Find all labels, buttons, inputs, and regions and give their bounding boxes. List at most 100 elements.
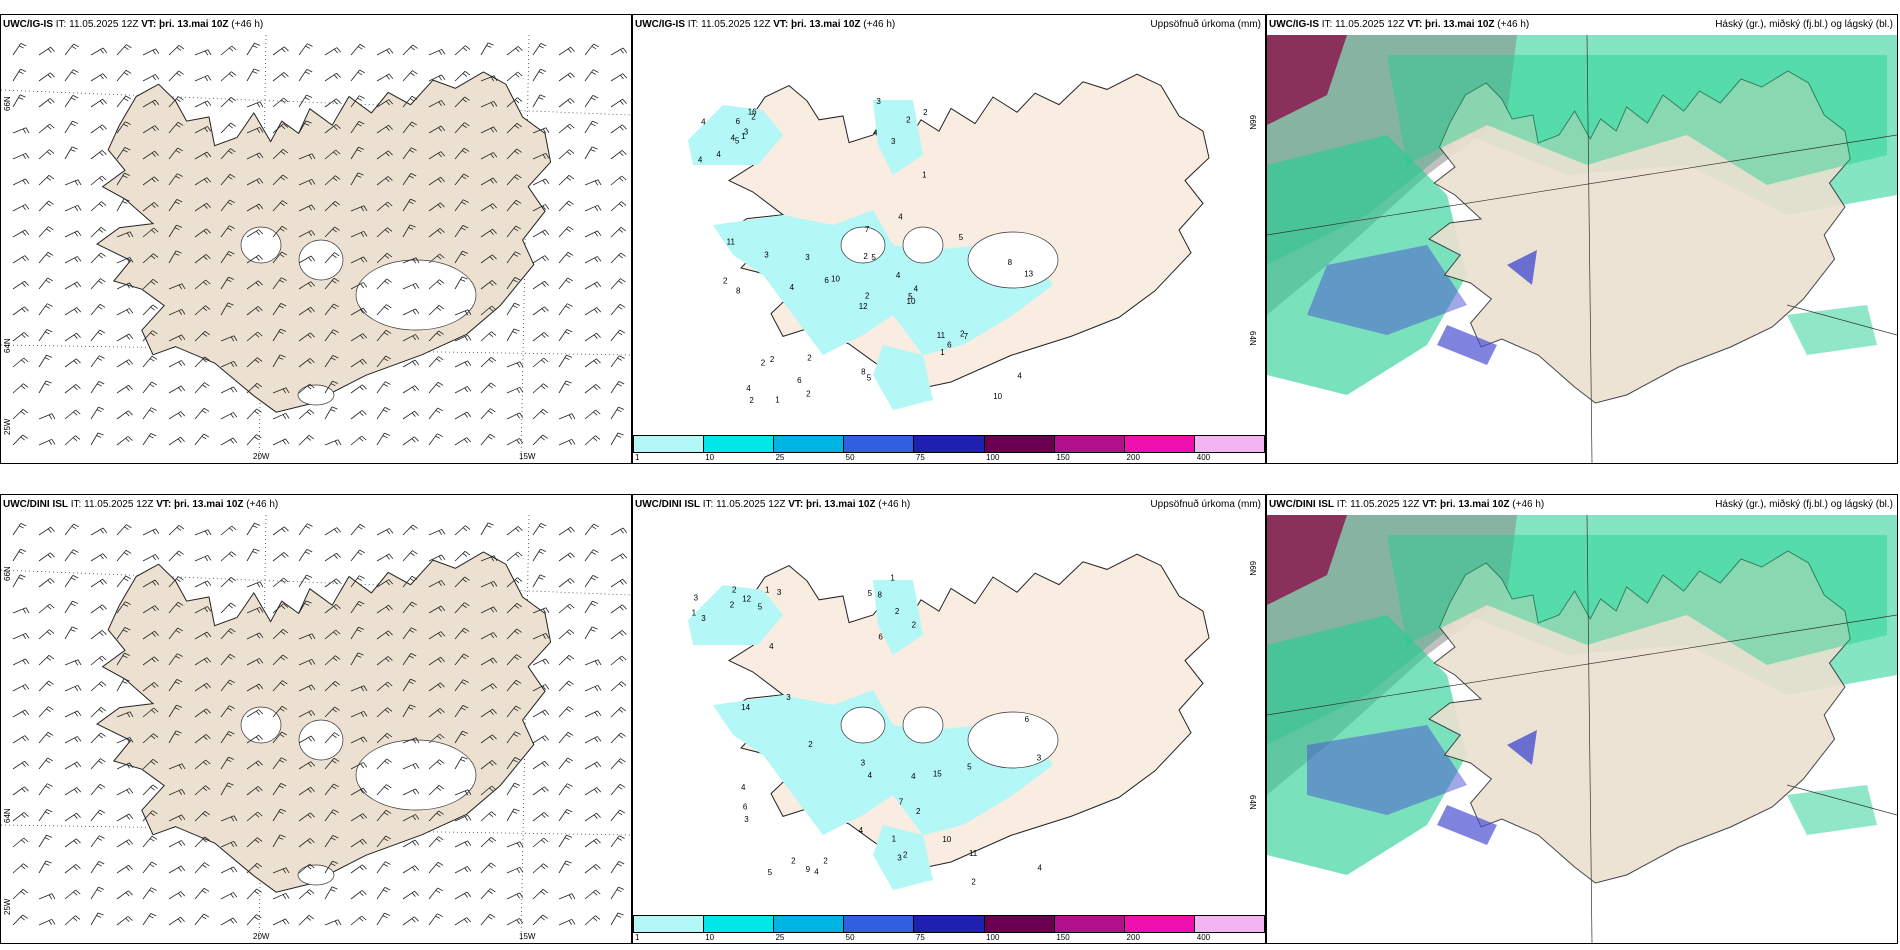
wind-barb-feather (230, 919, 234, 924)
wind-barb-feather (24, 306, 29, 312)
wind-barb-feather (363, 282, 368, 288)
wind-barb-feather (543, 357, 549, 363)
wind-barb (246, 606, 264, 614)
precip-value-label: 9 (806, 865, 811, 874)
wind-barb (350, 230, 368, 238)
wind-barb-staff (376, 528, 390, 536)
wind-barb-feather (148, 915, 154, 919)
wind-barb-feather (280, 656, 285, 661)
wind-barb-staff (454, 866, 468, 874)
precip-value-label: 4 (741, 783, 746, 792)
wind-barb-staff (428, 228, 441, 238)
wind-barb (220, 782, 234, 796)
wind-barb-feather (464, 918, 468, 924)
wind-barb-staff (142, 278, 154, 290)
wind-barb-staff (194, 785, 206, 796)
wind-barb (246, 709, 264, 718)
wind-barb-feather (359, 411, 364, 416)
wind-barb-feather (151, 203, 156, 208)
wind-barb (272, 808, 287, 822)
wind-barb-feather (180, 916, 185, 922)
wind-barb-staff (506, 654, 517, 666)
wind-barb-feather (619, 631, 624, 636)
wind-barb-feather (284, 46, 289, 52)
wind-barb-feather (123, 97, 129, 102)
wind-barb-feather (254, 522, 261, 526)
wind-barb-staff (532, 523, 542, 536)
wind-barb (402, 334, 420, 342)
wind-barb-feather (203, 710, 208, 715)
precip-value-label: 1 (892, 835, 897, 844)
wind-barb-staff (402, 385, 416, 394)
wind-barb (298, 230, 316, 238)
wind-barb-feather (330, 837, 336, 841)
mid-cloud-overlay (1387, 55, 1887, 185)
wind-barb-feather (331, 785, 337, 790)
wind-barb-feather (256, 153, 261, 159)
wind-barb-feather (282, 414, 287, 419)
wind-barb (584, 69, 599, 82)
wind-barb-feather (152, 278, 159, 284)
wind-barb (324, 527, 342, 536)
wind-barb-staff (480, 100, 494, 108)
precip-value-label: 6 (736, 117, 741, 126)
wind-barb-staff (168, 814, 182, 822)
wind-barb-feather (205, 279, 211, 285)
wind-barb-feather (517, 526, 523, 531)
wind-barb-staff (116, 436, 129, 446)
wind-barb-staff (272, 148, 284, 160)
wind-barb-staff (220, 551, 232, 562)
wind-barb-staff (168, 679, 178, 692)
wind-barb-feather (542, 256, 546, 262)
wind-barb-feather (333, 329, 339, 333)
wind-barb-staff (454, 250, 463, 264)
graticule-line (1786, 784, 1897, 816)
wind-barb-feather (256, 434, 262, 439)
wind-barb (324, 706, 340, 718)
wind-barb-feather (331, 305, 337, 310)
colorbar-bottom (633, 915, 1265, 933)
wind-barb-staff (246, 606, 260, 614)
wind-barb-staff (116, 44, 127, 56)
wind-barb-feather (122, 629, 128, 633)
wind-barb-staff (402, 865, 416, 874)
wind-barb (116, 121, 131, 134)
wind-barb-feather (568, 706, 574, 711)
wind-barb-feather (591, 45, 597, 50)
cloud-map-top (1267, 15, 1897, 463)
wind-barb-feather (227, 176, 233, 180)
wind-barb-feather (176, 199, 183, 203)
wind-barb-feather (622, 604, 627, 610)
wind-barb-feather (304, 551, 310, 555)
wind-barb-feather (72, 600, 79, 604)
wind-barb-feather (567, 554, 572, 559)
wind-barb-staff (584, 915, 596, 926)
wind-barb-staff (428, 656, 441, 666)
wind-barb-staff (454, 411, 468, 420)
wind-barb-feather (438, 127, 442, 132)
wind-barb-feather (256, 408, 262, 413)
wind-barb-feather (463, 173, 470, 178)
wind-barb-feather (516, 439, 520, 445)
wind-barb (610, 201, 627, 212)
wind-barb-feather (519, 412, 524, 419)
wind-barb (246, 68, 260, 82)
wind-barb-staff (532, 888, 544, 900)
colorbar-ticks-top: 1 10 25 50 75 100 150 200 400 (633, 453, 1265, 463)
wind-barb-feather (226, 759, 232, 763)
wind-barb (246, 837, 263, 848)
wind-barb-feather (230, 336, 235, 342)
wind-barb (64, 435, 81, 446)
wind-barb-feather (356, 655, 362, 658)
wind-barb (64, 43, 80, 56)
wind-barb-feather (362, 307, 368, 313)
wind-barb-feather (384, 912, 391, 916)
wind-barb-feather (281, 277, 287, 281)
vt-value: þri. 13.mai 10Z (1440, 499, 1510, 510)
wind-barb (558, 893, 576, 900)
wind-barb (246, 786, 263, 796)
wind-barb-feather (77, 256, 82, 262)
wind-barb-feather (279, 708, 285, 712)
wind-barb (402, 121, 418, 134)
wind-barb-feather (150, 735, 156, 740)
